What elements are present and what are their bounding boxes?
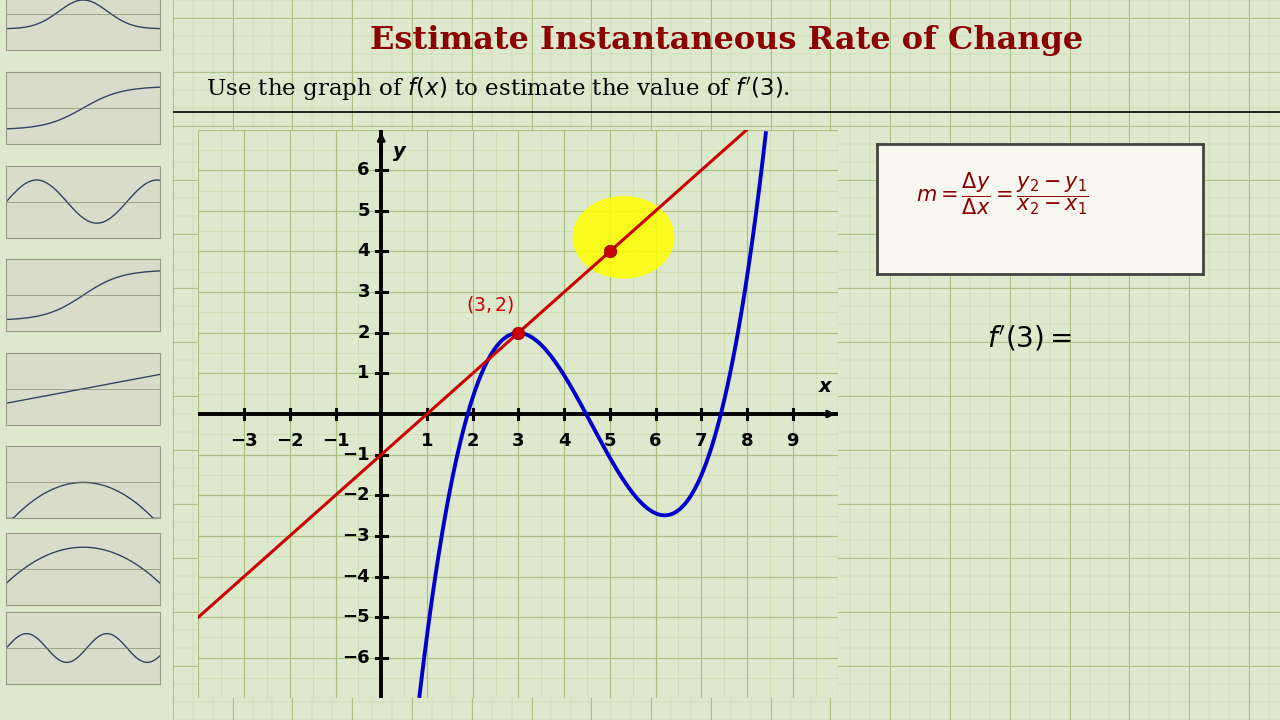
Text: $(3,2)$: $(3,2)$	[466, 294, 515, 315]
Text: −1: −1	[321, 432, 349, 450]
Text: −3: −3	[342, 527, 370, 545]
Text: x: x	[818, 377, 831, 396]
Text: 5: 5	[357, 202, 370, 220]
Text: 6: 6	[357, 161, 370, 179]
Text: 9: 9	[786, 432, 799, 450]
Text: −1: −1	[342, 446, 370, 464]
Text: 3: 3	[512, 432, 525, 450]
Text: $f'(3) = $: $f'(3) = $	[987, 324, 1071, 354]
Text: Estimate Instantaneous Rate of Change: Estimate Instantaneous Rate of Change	[370, 25, 1083, 56]
Text: 8: 8	[741, 432, 754, 450]
Text: $m = \dfrac{\Delta y}{\Delta x} = \dfrac{y_2 - y_1}{x_2 - x_1}$: $m = \dfrac{\Delta y}{\Delta x} = \dfrac…	[916, 170, 1089, 217]
Text: −2: −2	[276, 432, 303, 450]
Text: 2: 2	[357, 324, 370, 342]
Text: 1: 1	[357, 364, 370, 382]
Text: 6: 6	[649, 432, 662, 450]
Text: 3: 3	[357, 283, 370, 301]
Text: 1: 1	[421, 432, 433, 450]
Text: Use the graph of $f(x)$ to estimate the value of $f'(3)$.: Use the graph of $f(x)$ to estimate the …	[206, 76, 790, 104]
Text: 4: 4	[357, 243, 370, 261]
Text: 7: 7	[695, 432, 708, 450]
Text: 2: 2	[466, 432, 479, 450]
Text: −6: −6	[342, 649, 370, 667]
Text: y: y	[393, 142, 406, 161]
Text: −4: −4	[342, 567, 370, 585]
Text: −5: −5	[342, 608, 370, 626]
Text: −3: −3	[230, 432, 259, 450]
Text: 4: 4	[558, 432, 571, 450]
Text: −2: −2	[342, 486, 370, 504]
Ellipse shape	[573, 197, 673, 278]
Text: 5: 5	[604, 432, 616, 450]
